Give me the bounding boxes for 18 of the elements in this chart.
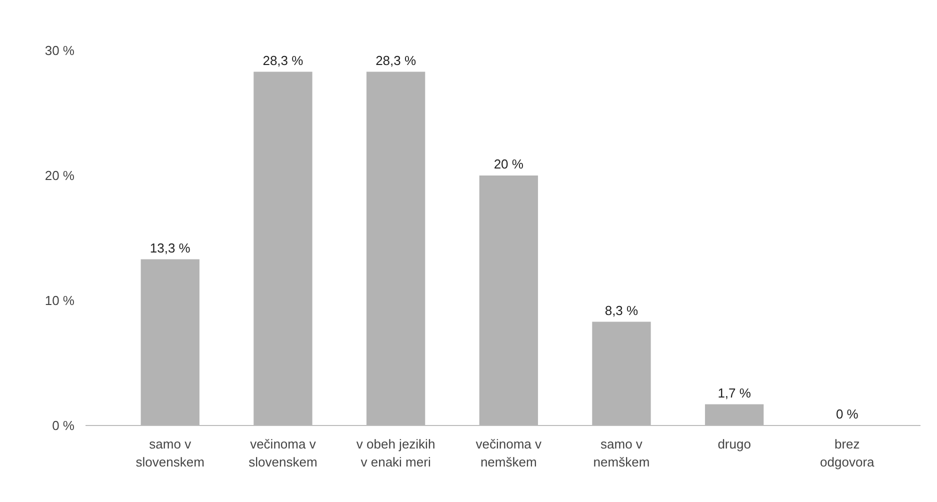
data-label: 20 %: [494, 156, 524, 172]
x-tick-label: večinoma v slovenskem: [248, 436, 318, 470]
data-label: 0 %: [836, 406, 859, 422]
data-label: 13,3 %: [150, 240, 191, 256]
data-label: 1,7 %: [718, 385, 752, 400]
x-tick-label: samo v nemškem: [593, 436, 650, 470]
y-tick-label: 20 %: [44, 168, 75, 183]
y-tick-label: 10 %: [44, 293, 75, 308]
x-tick-label: v obeh jezikih v enaki meri: [356, 436, 436, 470]
data-label: 28,3 %: [376, 52, 416, 68]
y-tick-label: 30 %: [44, 43, 75, 58]
x-tick-label: brez odgovora: [820, 436, 876, 470]
data-label: 8,3 %: [604, 302, 639, 318]
y-tick-label: 0 %: [52, 418, 75, 433]
data-label: 28,3 %: [262, 52, 304, 68]
x-tick-label: večinoma v nemškem: [476, 436, 542, 470]
x-tick-label: drugo: [718, 436, 751, 452]
x-tick-label: samo v slovenskem: [136, 436, 204, 470]
